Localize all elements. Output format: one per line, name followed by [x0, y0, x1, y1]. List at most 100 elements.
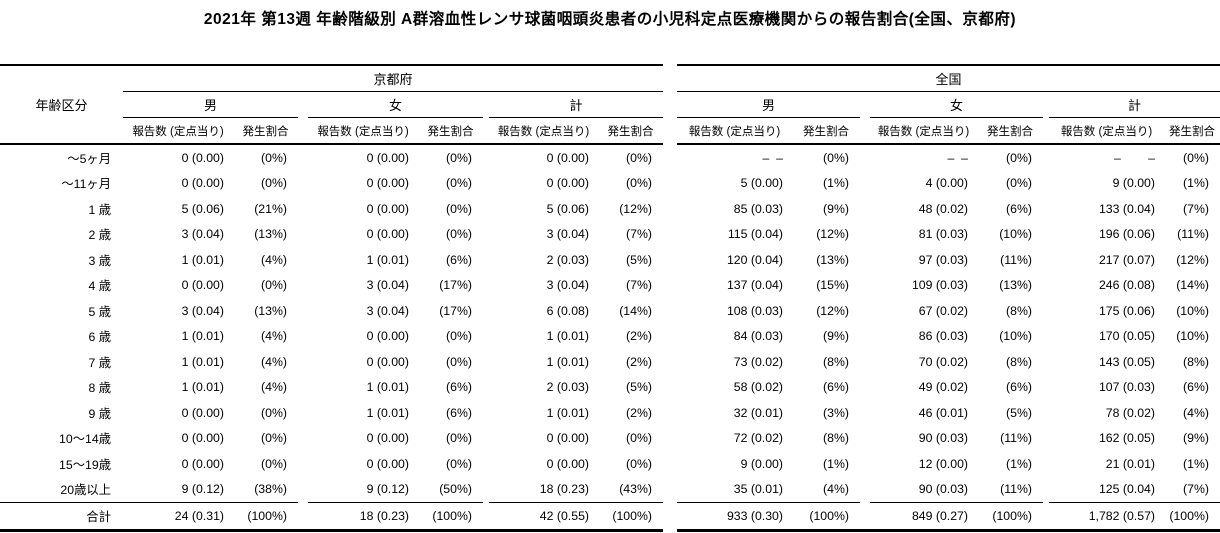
gender-header-kyoto-female: 女 — [308, 92, 483, 118]
cell-kyoto-female-rate: (0%) — [446, 354, 472, 369]
cell-national-total-count: 133 (0.04) — [1098, 201, 1155, 216]
cell-kyoto-female-rate: (17%) — [439, 303, 472, 318]
cell-kyoto-female-count: 0 (0.00) — [366, 150, 409, 165]
cell-national-total-count: 107 (0.03) — [1098, 380, 1155, 395]
cell-kyoto-male-count: 5 (0.06) — [181, 201, 224, 216]
metric-header-national-male-rate: 発生割合 — [792, 118, 860, 145]
row-label-age: 〜5ヶ月 — [67, 151, 111, 166]
cell-kyoto-female-count: 0 (0.00) — [366, 329, 409, 344]
row-label-age: 6 歳 — [88, 330, 111, 345]
row-label-age: 7 歳 — [88, 355, 111, 370]
cell-kyoto-total-rate: (2%) — [626, 405, 652, 420]
page-title: 2021年 第13週 年齢階級別 A群溶血性レンサ球菌咽頭炎患者の小児科定点医療… — [203, 11, 1017, 28]
cell-kyoto-male-rate: (4%) — [261, 380, 287, 395]
cell-kyoto-female-count: 0 (0.00) — [366, 456, 409, 471]
cell-kyoto-female-count: 9 (0.12) — [366, 482, 409, 497]
cell-national-male-count: 58 (0.02) — [733, 380, 783, 395]
cell-national-male-count: 137 (0.04) — [726, 278, 783, 293]
cell-national-male-rate: (1%) — [823, 456, 849, 471]
cell-national-female-count: 49 (0.02) — [918, 380, 968, 395]
cell-kyoto-male-count: 3 (0.04) — [181, 227, 224, 242]
cell-national-female-count: 86 (0.03) — [918, 329, 968, 344]
cell-national-male-rate: (9%) — [823, 201, 849, 216]
cell-national-male-count: – – — [762, 150, 783, 165]
cell-kyoto-female-count: 18 (0.23) — [308, 502, 418, 529]
cell-kyoto-total-rate: (0%) — [626, 150, 652, 165]
cell-national-total-count: 162 (0.05) — [1098, 431, 1155, 446]
cell-national-male-count: 84 (0.03) — [733, 329, 783, 344]
metric-header-kyoto-male-rate: 発生割合 — [233, 118, 298, 145]
header-gap — [1043, 118, 1049, 145]
cell-national-total-rate: (7%) — [1183, 201, 1209, 216]
cell-kyoto-total-rate: (12%) — [619, 201, 652, 216]
gender-header-national-total: 計 — [1049, 92, 1220, 118]
cell-national-male-rate: (1%) — [823, 176, 849, 191]
cell-national-total-count: 175 (0.06) — [1098, 303, 1155, 318]
cell-national-total-rate: (8%) — [1183, 354, 1209, 369]
cell-kyoto-male-rate: (0%) — [261, 405, 287, 420]
cell-kyoto-female-count: 1 (0.01) — [366, 380, 409, 395]
cell-kyoto-male-rate: (21%) — [254, 201, 287, 216]
cell-national-female-count: 849 (0.27) — [870, 502, 977, 529]
region-header-kyoto: 京都府 — [123, 66, 663, 92]
row-label-total: 合計 — [0, 502, 123, 529]
cell-national-male-count: 9 (0.00) — [740, 456, 783, 471]
cell-national-female-rate: (5%) — [1006, 405, 1032, 420]
cell-national-total-rate: (10%) — [1176, 303, 1209, 318]
cell-national-male-rate: (3%) — [823, 405, 849, 420]
header-gap — [298, 118, 308, 145]
cell-kyoto-female-rate: (0%) — [446, 227, 472, 242]
cell-national-male-rate: (9%) — [823, 329, 849, 344]
gender-header-kyoto-total: 計 — [489, 92, 663, 118]
cell-kyoto-male-count: 0 (0.00) — [181, 150, 224, 165]
cell-national-female-count: – – — [947, 150, 968, 165]
cell-kyoto-male-rate: (13%) — [254, 227, 287, 242]
cell-kyoto-male-rate: (0%) — [261, 278, 287, 293]
gender-header-national-male: 男 — [677, 92, 860, 118]
cell-national-female-rate: (0%) — [1006, 150, 1032, 165]
cell-national-male-count: 85 (0.03) — [733, 201, 783, 216]
row-label-age: 2 歳 — [88, 228, 111, 243]
cell-national-total-count: 246 (0.08) — [1098, 278, 1155, 293]
cell-national-total-rate: (6%) — [1183, 380, 1209, 395]
cell-national-total-count: 78 (0.02) — [1105, 405, 1155, 420]
metric-header-national-total-count: 報告数 (定点当り) — [1049, 118, 1164, 145]
cell-kyoto-female-count: 3 (0.04) — [366, 303, 409, 318]
cell-kyoto-female-rate: (6%) — [446, 380, 472, 395]
cell-kyoto-total-rate: (5%) — [626, 380, 652, 395]
cell-national-male-count: 933 (0.30) — [677, 502, 792, 529]
metric-header-kyoto-total-rate: 発生割合 — [598, 118, 663, 145]
cell-kyoto-female-rate: (6%) — [446, 252, 472, 267]
cell-kyoto-male-count: 1 (0.01) — [181, 380, 224, 395]
metric-header-national-total-rate: 発生割合 — [1164, 118, 1220, 145]
cell-national-total-count: 143 (0.05) — [1098, 354, 1155, 369]
cell-kyoto-female-rate: (0%) — [446, 431, 472, 446]
cell-kyoto-total-rate: (0%) — [626, 431, 652, 446]
cell-national-total-rate: (4%) — [1183, 405, 1209, 420]
row-label-age: 15〜19歳 — [59, 457, 111, 472]
cell-national-male-rate: (100%) — [792, 502, 860, 529]
cell-national-female-rate: (11%) — [1000, 252, 1032, 267]
cell-kyoto-total-count: 6 (0.08) — [546, 303, 589, 318]
row-label-age: 9 歳 — [88, 406, 111, 421]
row-label-age: 4 歳 — [88, 279, 111, 294]
row-label-age: 10〜14歳 — [59, 432, 111, 447]
cell-kyoto-total-count: 2 (0.03) — [546, 380, 589, 395]
cell-national-total-rate: (12%) — [1176, 252, 1209, 267]
cell-kyoto-total-rate: (7%) — [626, 278, 652, 293]
cell-kyoto-female-rate: (0%) — [446, 329, 472, 344]
metric-header-kyoto-total-count: 報告数 (定点当り) — [489, 118, 598, 145]
cell-national-total-rate: (14%) — [1176, 278, 1209, 293]
cell-national-female-count: 81 (0.03) — [918, 227, 968, 242]
cell-national-male-rate: (12%) — [816, 227, 849, 242]
cell-kyoto-total-count: 5 (0.06) — [546, 201, 589, 216]
cell-kyoto-male-count: 0 (0.00) — [181, 431, 224, 446]
cell-kyoto-female-rate: (100%) — [418, 502, 483, 529]
cell-national-total-rate: (11%) — [1177, 227, 1209, 242]
header-gap — [860, 118, 870, 145]
cell-national-female-rate: (100%) — [977, 502, 1043, 529]
cell-national-male-rate: (6%) — [823, 380, 849, 395]
cell-national-female-count: 67 (0.02) — [918, 303, 968, 318]
cell-national-male-rate: (12%) — [816, 303, 849, 318]
cell-kyoto-total-rate: (5%) — [626, 252, 652, 267]
